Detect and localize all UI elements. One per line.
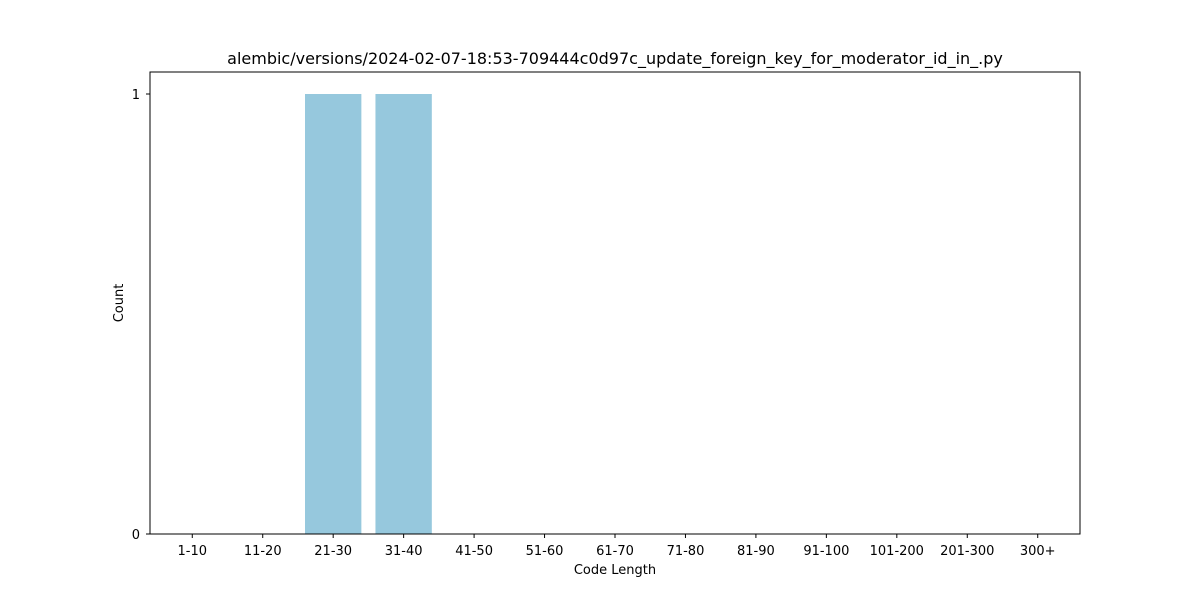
bars-layer	[305, 94, 432, 534]
x-tick-label: 101-200	[870, 544, 924, 559]
x-tick-label: 91-100	[803, 544, 849, 559]
bar-31-40	[375, 94, 432, 534]
bar-21-30	[305, 94, 362, 534]
chart-title: alembic/versions/2024-02-07-18:53-709444…	[227, 49, 1003, 69]
x-tick-label: 41-50	[455, 544, 493, 559]
x-tick-label: 21-30	[314, 544, 352, 559]
x-tick-label: 300+	[1020, 544, 1056, 559]
y-tick-label: 0	[132, 528, 140, 543]
x-axis: 1-10 11-20 21-30 31-40 41-50 51-60 61-70 71-80 8…	[178, 534, 1056, 559]
x-tick-label: 1-10	[178, 544, 208, 559]
x-tick-label: 51-60	[526, 544, 564, 559]
x-tick-label: 11-20	[244, 544, 282, 559]
x-axis-label: Code Length	[574, 563, 656, 578]
y-axis-label: Count	[112, 284, 127, 323]
y-tick-label: 1	[132, 88, 140, 103]
x-tick-label: 71-80	[667, 544, 705, 559]
y-axis: 01	[132, 88, 150, 543]
x-tick-label: 61-70	[596, 544, 634, 559]
plot-frame	[149, 71, 1081, 535]
x-tick-label: 81-90	[737, 544, 775, 559]
x-tick-label: 31-40	[385, 544, 423, 559]
x-tick-label: 201-300	[940, 544, 994, 559]
